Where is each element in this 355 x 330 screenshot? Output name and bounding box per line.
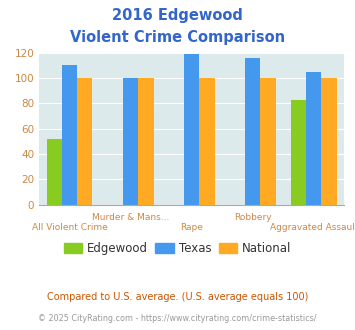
- Text: © 2025 CityRating.com - https://www.cityrating.com/crime-statistics/: © 2025 CityRating.com - https://www.city…: [38, 314, 317, 323]
- Bar: [200, 78, 214, 205]
- Bar: [245, 58, 261, 205]
- Bar: [138, 78, 153, 205]
- Text: 2016 Edgewood: 2016 Edgewood: [112, 8, 243, 23]
- Text: Rape: Rape: [180, 223, 203, 232]
- Text: Murder & Mans...: Murder & Mans...: [92, 213, 169, 222]
- Text: Robbery: Robbery: [234, 213, 272, 222]
- Bar: [322, 78, 337, 205]
- Bar: [184, 54, 200, 205]
- Bar: [77, 78, 92, 205]
- Bar: [47, 139, 62, 205]
- Text: Violent Crime Comparison: Violent Crime Comparison: [70, 30, 285, 45]
- Legend: Edgewood, Texas, National: Edgewood, Texas, National: [59, 237, 296, 260]
- Text: All Violent Crime: All Violent Crime: [32, 223, 108, 232]
- Bar: [291, 100, 306, 205]
- Bar: [62, 65, 77, 205]
- Bar: [306, 72, 322, 205]
- Text: Aggravated Assault: Aggravated Assault: [269, 223, 355, 232]
- Bar: [123, 78, 138, 205]
- Text: Compared to U.S. average. (U.S. average equals 100): Compared to U.S. average. (U.S. average …: [47, 292, 308, 302]
- Bar: [261, 78, 275, 205]
